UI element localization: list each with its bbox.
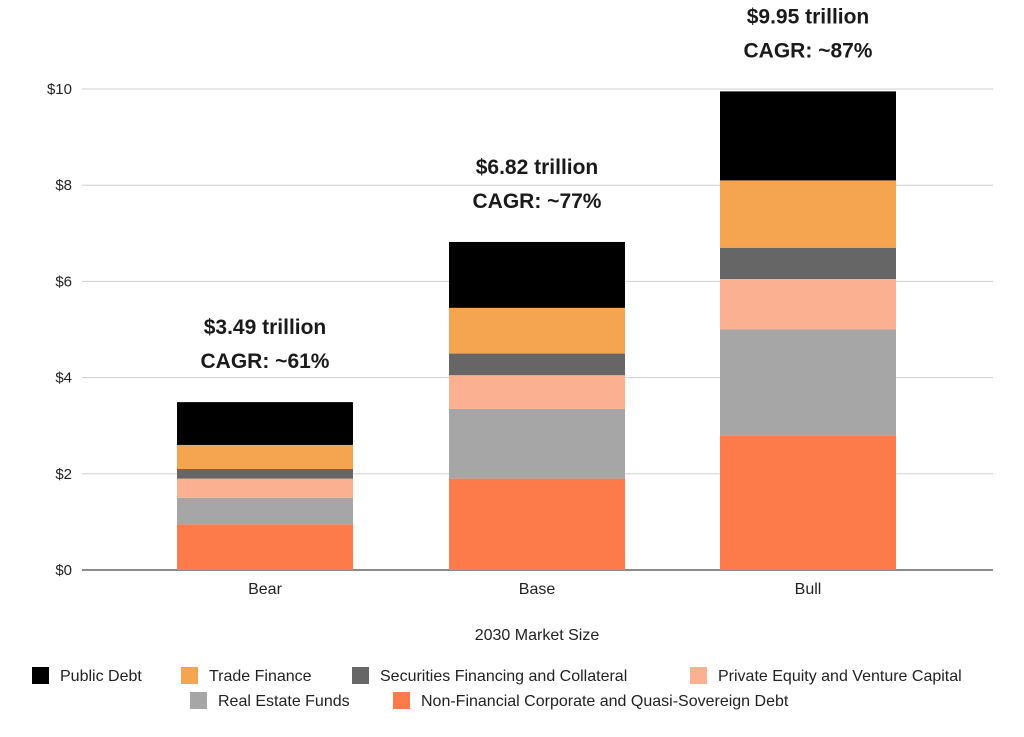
bar-cagr-label: CAGR: ~77% [473, 190, 602, 213]
bar-total-label: $9.95 trillion [747, 5, 870, 28]
bar-segment [449, 353, 625, 376]
bar-segment [720, 329, 896, 436]
bar-cagr-label: CAGR: ~61% [201, 350, 330, 373]
legend-item[interactable]: Real Estate Funds [190, 692, 350, 710]
bar-segment [177, 497, 353, 525]
bars [177, 91, 896, 570]
x-axis-ticks: Bear Base Bull [248, 581, 821, 598]
y-tick-label: $6 [55, 273, 72, 290]
legend-swatch [181, 667, 198, 684]
legend-item[interactable]: Trade Finance [181, 667, 312, 685]
bar-segment [720, 247, 896, 279]
x-tick-label: Base [519, 581, 556, 598]
bar-segment [720, 91, 896, 181]
legend-swatch [393, 692, 410, 709]
x-axis-title: 2030 Market Size [475, 627, 600, 644]
legend-item[interactable]: Non-Financial Corporate and Quasi-Sovere… [393, 692, 789, 710]
bar-segment [449, 408, 625, 479]
bar-annotations: $3.49 trillion CAGR: ~61% $6.82 trillion CA… [201, 5, 873, 373]
bar-segment [177, 444, 353, 469]
bar-cagr-label: CAGR: ~87% [744, 39, 873, 62]
legend-swatch [32, 667, 49, 684]
bar-segment [177, 468, 353, 479]
y-tick-label: $4 [55, 370, 72, 387]
y-tick-label: $0 [55, 562, 72, 579]
legend-swatch [190, 692, 207, 709]
bar-segment [177, 402, 353, 445]
legend[interactable]: Public Debt Trade Finance Securities Finan… [32, 667, 962, 710]
legend-item[interactable]: Private Equity and Venture Capital [690, 667, 962, 685]
legend-label: Real Estate Funds [218, 693, 350, 710]
bar-segment [177, 478, 353, 498]
legend-swatch [352, 667, 369, 684]
bar-segment [449, 478, 625, 570]
legend-label: Non-Financial Corporate and Quasi-Sovere… [421, 693, 789, 710]
bar-segment [449, 307, 625, 354]
bar-total-label: $3.49 trillion [204, 316, 327, 339]
bar-segment [449, 375, 625, 409]
legend-swatch [690, 667, 707, 684]
bar-segment [177, 524, 353, 570]
y-tick-label: $10 [47, 81, 72, 98]
bar-total-label: $6.82 trillion [476, 156, 599, 179]
x-tick-label: Bull [795, 581, 822, 598]
bar-segment [720, 435, 896, 570]
legend-label: Trade Finance [209, 668, 312, 685]
legend-label: Public Debt [60, 668, 142, 685]
bar-segment [449, 241, 625, 308]
legend-label: Securities Financing and Collateral [380, 668, 627, 685]
y-tick-label: $8 [55, 177, 72, 194]
y-tick-label: $2 [55, 466, 72, 483]
legend-item[interactable]: Securities Financing and Collateral [352, 667, 627, 685]
bar-segment [720, 278, 896, 330]
legend-label: Private Equity and Venture Capital [718, 668, 962, 685]
bar-segment [720, 180, 896, 248]
x-tick-label: Bear [248, 581, 282, 598]
y-axis-ticks: $0 $2 $4 $6 $8 $10 [47, 81, 72, 579]
legend-item[interactable]: Public Debt [32, 667, 142, 685]
